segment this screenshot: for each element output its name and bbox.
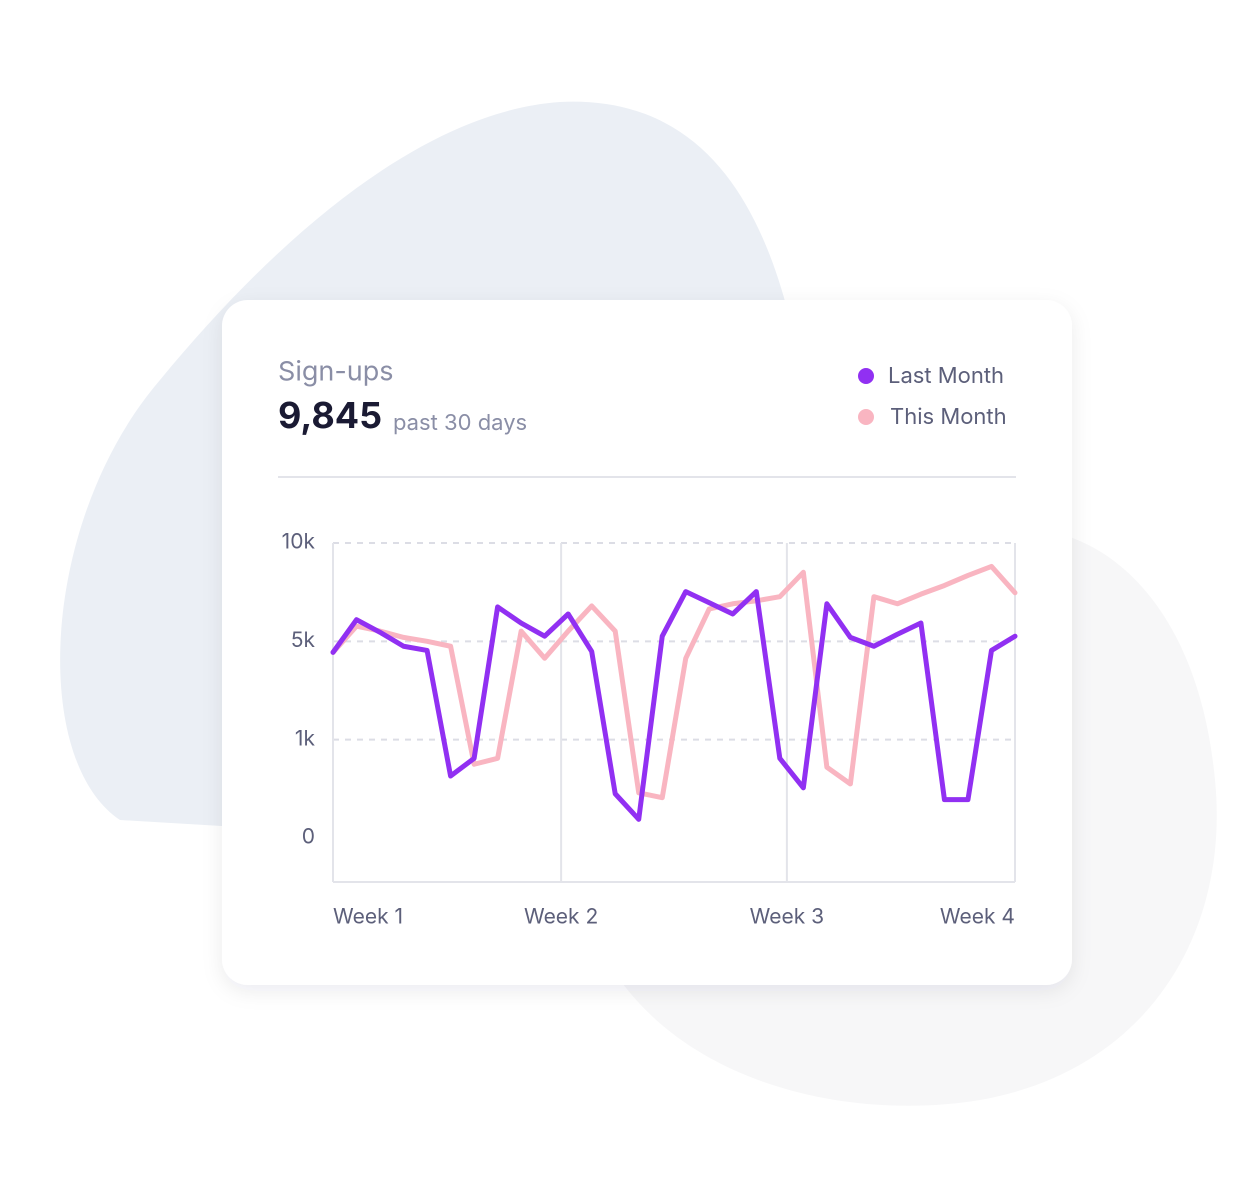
card — [222, 300, 1072, 985]
card-title: Sign-ups — [278, 354, 394, 387]
legend-swatch — [858, 409, 874, 425]
plot: 0 1k 5k 10k Week 1 Week 2 Week 3 Week 4 — [282, 530, 1018, 930]
legend-swatch — [858, 368, 874, 384]
y-tick-label: 10k — [282, 530, 316, 555]
headline-value: 9,845 — [278, 393, 382, 437]
series-line — [330, 589, 1018, 822]
legend-label[interactable]: Last Month — [888, 363, 1004, 389]
y-tick-label: 1k — [295, 726, 316, 751]
y-tick-label: 0 — [302, 825, 315, 850]
x-tick-label: Week 2 — [524, 905, 598, 930]
series-line — [330, 563, 1018, 801]
legend-label[interactable]: This Month — [890, 404, 1007, 430]
x-tick-label: Week 1 — [333, 905, 403, 930]
headline-subtitle: past 30 days — [393, 410, 527, 436]
x-tick-label: Week 4 — [940, 905, 1015, 930]
y-tick-label: 5k — [291, 628, 316, 653]
x-tick-label: Week 3 — [750, 905, 825, 930]
